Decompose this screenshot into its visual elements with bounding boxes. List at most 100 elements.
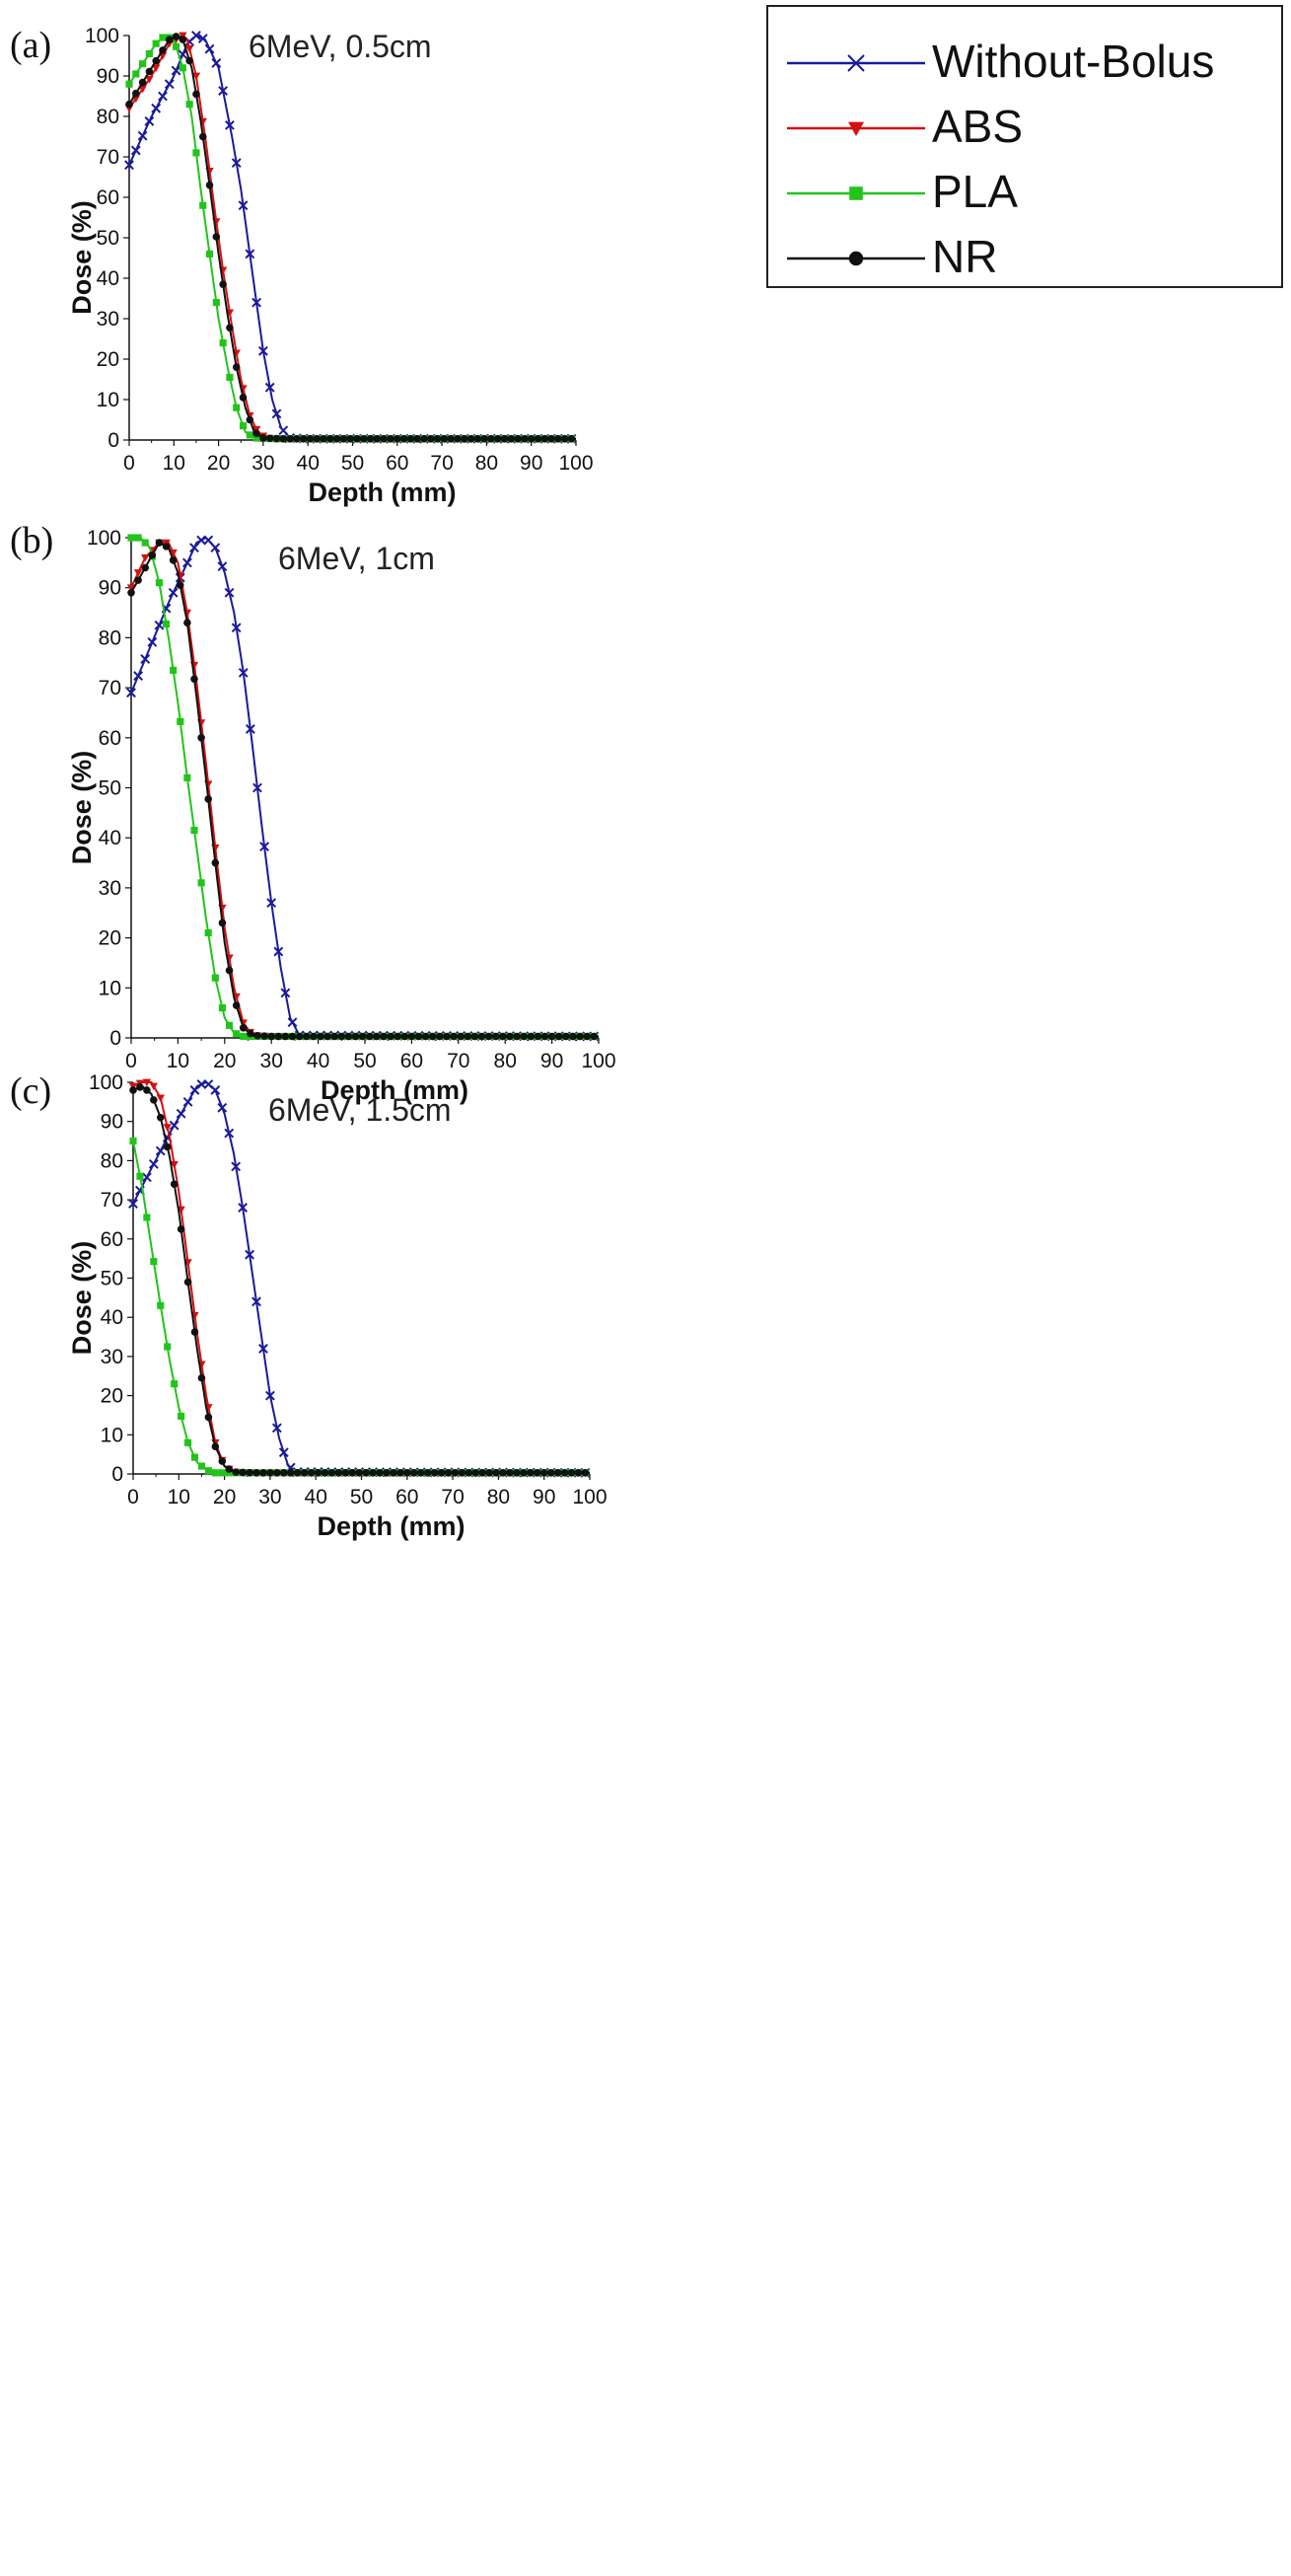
data-point [239, 422, 248, 430]
y-tick-label: 0 [111, 1463, 123, 1486]
data-point [145, 67, 154, 76]
data-point [197, 879, 205, 887]
data-point [546, 1469, 555, 1477]
data-point [183, 1438, 192, 1446]
data-point [264, 1390, 275, 1401]
data-point [534, 1032, 542, 1041]
y-tick-label: 100 [89, 1071, 123, 1094]
data-point [271, 408, 282, 419]
y-tick-label: 80 [97, 106, 119, 128]
data-point [140, 654, 151, 664]
series-line [130, 536, 600, 1038]
data-point [258, 1344, 268, 1354]
data-point [253, 1031, 261, 1040]
y-tick-label: 60 [97, 186, 119, 209]
legend-label: NR [932, 231, 997, 282]
x-axis-label: Depth (mm) [321, 1075, 468, 1105]
data-point [162, 543, 171, 551]
data-point [191, 31, 201, 40]
series-line [132, 1080, 591, 1474]
data-point [280, 988, 291, 998]
data-point [246, 415, 254, 424]
data-point [225, 966, 234, 975]
data-point [162, 620, 171, 628]
data-point [171, 1380, 179, 1388]
x-tick-label: 70 [430, 452, 453, 475]
data-point [369, 1469, 377, 1477]
data-point [211, 1469, 219, 1477]
data-point [126, 688, 136, 699]
data-point [176, 1108, 186, 1119]
data-point [407, 1032, 416, 1041]
data-point [499, 1032, 507, 1041]
data-point [447, 434, 455, 443]
y-tick-label: 50 [99, 777, 121, 800]
data-point [231, 1161, 242, 1172]
data-point [172, 33, 180, 40]
data-point [205, 250, 214, 258]
y-tick-label: 60 [101, 1228, 123, 1251]
data-point [149, 1082, 159, 1091]
data-point [224, 587, 235, 598]
data-point [493, 434, 502, 443]
legend-entry-without-bolus: Without-Bolus [787, 36, 1214, 87]
data-point [218, 1004, 226, 1012]
y-tick-label: 100 [87, 527, 121, 550]
x-tick-label: 50 [353, 1050, 376, 1072]
data-point [156, 1094, 165, 1103]
data-point [320, 434, 327, 443]
data-point [440, 434, 449, 443]
data-point [567, 434, 576, 443]
data-point [293, 1469, 302, 1477]
data-point [567, 1469, 576, 1477]
data-point [373, 434, 382, 443]
data-point [128, 1199, 138, 1209]
data-point [252, 782, 262, 793]
x-tick-label: 30 [260, 1050, 283, 1072]
data-point [387, 434, 394, 443]
series-pla [127, 534, 599, 1041]
data-point [224, 1128, 235, 1139]
data-point [281, 1032, 290, 1041]
data-point [178, 1412, 185, 1421]
legend-entry-pla: PLA [787, 166, 1018, 217]
x-tick-label: 10 [168, 1486, 190, 1509]
chart-title: 6MeV, 0.5cm [249, 29, 432, 64]
data-point [176, 581, 184, 589]
x-tick-label: 10 [167, 1050, 189, 1072]
series-nr [127, 539, 599, 1041]
data-point [151, 103, 162, 113]
data-point [211, 974, 219, 982]
data-point [272, 434, 281, 443]
data-point [226, 373, 234, 382]
data-point [394, 434, 401, 443]
data-point [165, 36, 174, 43]
data-point [464, 1032, 472, 1041]
legend-label: ABS [932, 101, 1023, 152]
data-point [147, 636, 158, 647]
data-point [321, 1469, 329, 1477]
data-point [182, 1096, 193, 1107]
data-point [219, 339, 227, 347]
data-point [259, 842, 269, 851]
chart-title: 6MeV, 1.5cm [268, 1092, 452, 1128]
x-tick-label: 20 [213, 1486, 236, 1509]
data-point [225, 1021, 234, 1029]
data-point [143, 1214, 151, 1221]
data-point [280, 1469, 288, 1477]
data-point [581, 1469, 590, 1477]
data-point [155, 579, 164, 587]
y-tick-label: 40 [99, 827, 121, 849]
data-point [136, 1083, 144, 1091]
data-point [478, 1469, 486, 1477]
y-tick-label: 30 [101, 1346, 123, 1368]
data-point [487, 434, 495, 443]
data-point [170, 1161, 179, 1169]
series-without-bolus [128, 1079, 591, 1478]
chart-title: 6MeV, 1cm [278, 541, 435, 576]
data-point [133, 569, 143, 577]
data-point [344, 1032, 353, 1041]
series-abs [126, 539, 599, 1041]
data-point [307, 1469, 316, 1477]
